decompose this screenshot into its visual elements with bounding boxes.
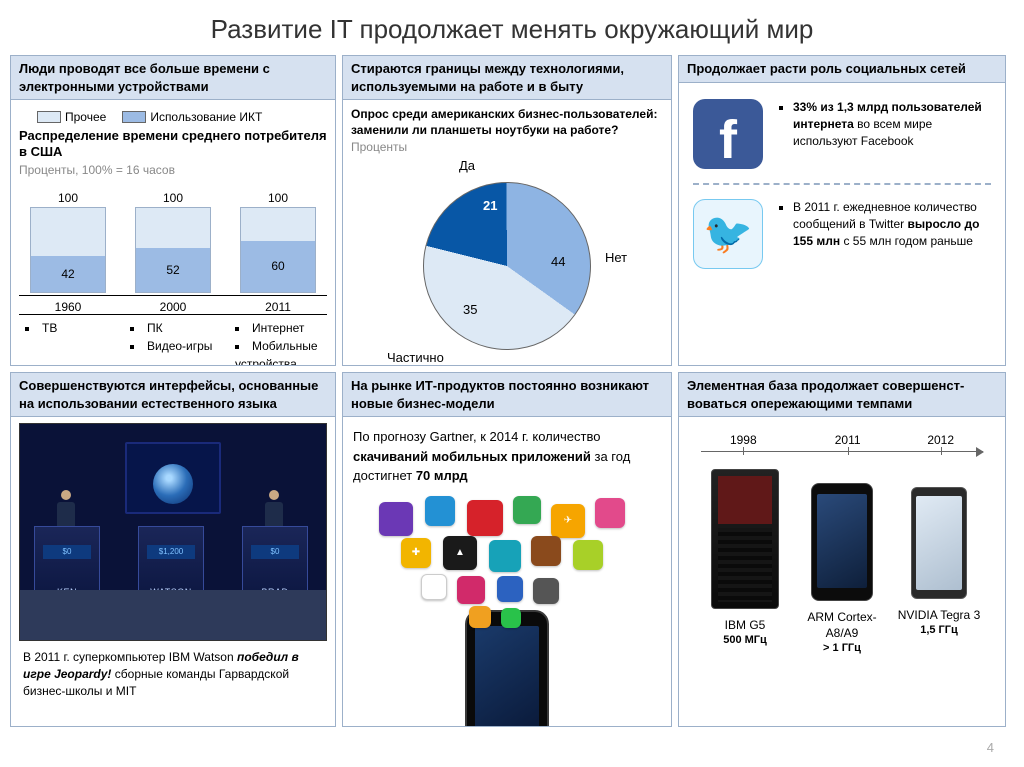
panel-tech-boundaries: Стираются границы между технологиями, ис… xyxy=(342,55,672,366)
device-list: ИнтернетМобильные устройства xyxy=(235,319,321,366)
panel4-header: Совершенствуются интерфейсы, основанные … xyxy=(11,373,335,417)
bar-col-2011: 100 60 xyxy=(235,191,321,293)
hardware-row: IBM G5 500 МГц ARM Cortex-A8/A9 > 1 ГГц … xyxy=(695,469,989,656)
pie-label-no-text: Нет xyxy=(605,250,627,265)
app-tile-icon xyxy=(531,536,561,566)
app-tile-icon xyxy=(513,496,541,524)
gartner-text: По прогнозу Gartner, к 2014 г. количеств… xyxy=(351,423,663,490)
app-tile-icon xyxy=(489,540,521,572)
panel-time-devices: Люди проводят все больше времени с элект… xyxy=(10,55,336,366)
main-title: Развитие IT продолжает менять окружающий… xyxy=(10,8,1014,55)
app-tile-icon: ▲ xyxy=(443,536,477,570)
legend-other-label: Прочее xyxy=(65,110,106,124)
timeline-year: 2011 xyxy=(835,433,861,447)
panel6-header: Элементная база продолжает совершенст-во… xyxy=(679,373,1005,417)
panel5-header: На рынке ИТ-продуктов постоянно возникаю… xyxy=(343,373,671,417)
device-icon xyxy=(911,487,967,599)
legend-ict-label: Использование ИКТ xyxy=(150,110,262,124)
panel2-survey: Опрос среди американских бизнес-пользова… xyxy=(351,106,663,138)
page-number: 4 xyxy=(987,740,994,755)
app-tile-icon xyxy=(467,500,503,536)
app-tile-icon: ✈ xyxy=(551,504,585,538)
panel1-subtitle: Распределение времени среднего потребите… xyxy=(19,128,327,161)
pie-value-yes: 21 xyxy=(483,198,497,213)
bar-col-1960: 100 42 xyxy=(25,191,111,293)
timeline-year: 2012 xyxy=(927,433,954,447)
timeline-year: 1998 xyxy=(730,433,757,447)
twitter-row: 🐦 В 2011 г. ежедневное количество сообще… xyxy=(687,189,997,279)
app-tile-icon xyxy=(457,576,485,604)
panel1-header: Люди проводят все больше времени с элект… xyxy=(11,56,335,100)
panel-hardware: Элементная база продолжает совершенст-во… xyxy=(678,372,1006,727)
app-tile-icon xyxy=(379,502,413,536)
device-list: ПКВидео-игры xyxy=(130,319,216,366)
years-row: 1960 2000 2011 xyxy=(19,295,327,314)
panel-watson: Совершенствуются интерфейсы, основанные … xyxy=(10,372,336,727)
panel2-header: Стираются границы между технологиями, ис… xyxy=(343,56,671,100)
facebook-icon: f xyxy=(693,99,763,169)
contestant-left-icon xyxy=(56,490,76,530)
device-list-row: ТВ ПКВидео-игры ИнтернетМобильные устройст… xyxy=(19,314,327,366)
panel2-unit: Проценты xyxy=(351,140,663,154)
hardware-item: IBM G5 500 МГц xyxy=(697,469,793,656)
apps-scene: ✈ ✚ ▲ xyxy=(351,496,663,727)
pie-chart xyxy=(405,165,609,366)
app-tile-icon: ✚ xyxy=(401,538,431,568)
hardware-item: ARM Cortex-A8/A9 > 1 ГГц xyxy=(794,469,890,656)
app-tile-icon xyxy=(469,606,491,628)
app-tile-icon xyxy=(533,578,559,604)
device-list: ТВ xyxy=(25,319,111,366)
divider-dashed xyxy=(693,183,991,185)
device-icon xyxy=(711,469,779,609)
panel-appstore: На рынке ИТ-продуктов постоянно возникаю… xyxy=(342,372,672,727)
device-icon xyxy=(811,483,873,601)
bar-col-2000: 100 52 xyxy=(130,191,216,293)
pie-value-partial: 35 xyxy=(463,302,477,317)
pie-wrap: Да 21 Нет 44 Частично 35 xyxy=(351,172,663,366)
app-tile-icon xyxy=(497,576,523,602)
bars-wrap: 100 42 100 52 100 60 xyxy=(19,181,327,293)
pie-label-partial-text: Частично xyxy=(387,350,444,365)
watson-globe-icon xyxy=(153,464,193,504)
facebook-text: 33% из 1,3 млрд пользователей интернета … xyxy=(793,99,991,151)
panel1-subcaption: Проценты, 100% = 16 часов xyxy=(19,163,327,177)
panel3-header: Продолжает расти роль социальных сетей xyxy=(679,56,1005,83)
watson-image: $0KEN $1,200WATSON $0BRAD xyxy=(19,423,327,641)
legend-swatch-ict xyxy=(122,111,146,123)
twitter-text: В 2011 г. ежедневное количество сообщени… xyxy=(793,199,991,251)
pie-value-no: 44 xyxy=(551,254,565,269)
facebook-row: f 33% из 1,3 млрд пользователей интернет… xyxy=(687,89,997,179)
bar-legend: Прочее Использование ИКТ xyxy=(37,110,327,124)
app-tile-icon xyxy=(573,540,603,570)
app-tile-icon xyxy=(425,496,455,526)
hardware-item: NVIDIA Tegra 3 1,5 ГГц xyxy=(891,469,987,656)
app-tile-icon xyxy=(421,574,447,600)
pie-label-yes-text: Да xyxy=(459,158,475,173)
year-label: 1960 xyxy=(25,300,111,314)
panel-grid: Люди проводят все больше времени с элект… xyxy=(10,55,1014,727)
app-tile-icon xyxy=(595,498,625,528)
timeline: 1998 2011 2012 xyxy=(701,433,983,461)
legend-swatch-other xyxy=(37,111,61,123)
twitter-icon: 🐦 xyxy=(693,199,763,269)
year-label: 2000 xyxy=(130,300,216,314)
contestant-right-icon xyxy=(264,490,284,530)
watson-caption: В 2011 г. суперкомпьютер IBM Watson побе… xyxy=(19,641,327,699)
panel-social: Продолжает расти роль социальных сетей f… xyxy=(678,55,1006,366)
app-tile-icon xyxy=(501,608,521,628)
year-label: 2011 xyxy=(235,300,321,314)
